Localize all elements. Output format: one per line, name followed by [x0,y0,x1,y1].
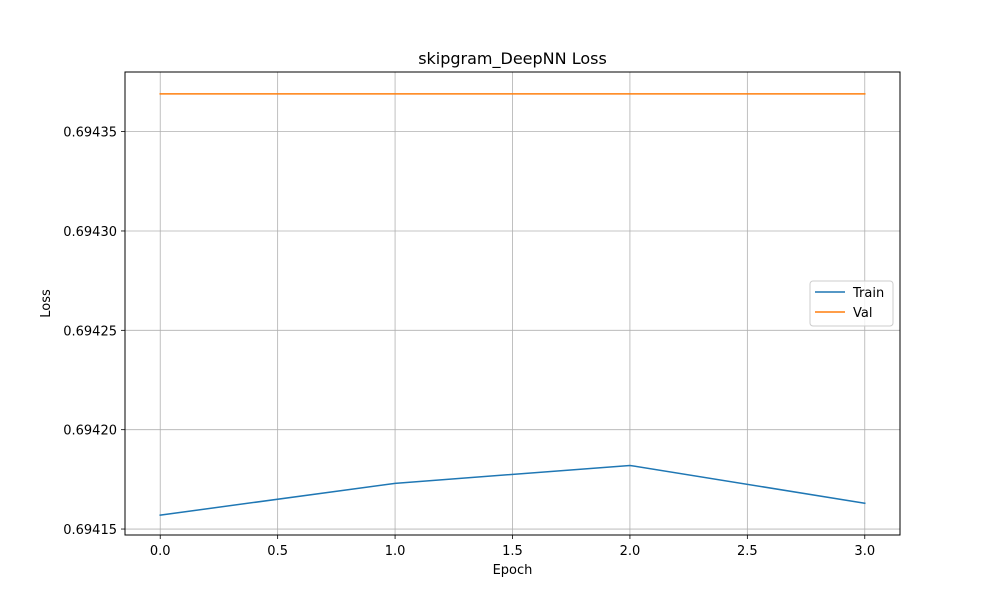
legend-label-train: Train [852,286,884,301]
x-tick-label-6: 3.0 [854,544,875,559]
y-tick-label-4: 0.69435 [63,126,117,141]
x-tick-label-0: 0.0 [150,544,171,559]
legend-label-val: Val [853,306,872,321]
y-tick-label-1: 0.69420 [63,424,117,439]
x-tick-label-1: 0.5 [267,544,288,559]
x-axis-label: Epoch [493,563,533,578]
y-tick-label-2: 0.69425 [63,324,117,339]
y-axis-label: Loss [39,289,54,318]
y-grid [125,131,900,530]
legend: Train Val [809,280,894,327]
x-axis-ticks: 0.0 0.5 1.0 1.5 2.0 2.5 3.0 [150,535,875,559]
series-layer [159,93,866,516]
y-tick-label-3: 0.69430 [63,225,117,240]
y-axis-ticks: 0.69415 0.69420 0.69425 0.69430 0.69435 [63,126,125,538]
y-tick-label-0: 0.69415 [63,523,117,538]
x-tick-label-5: 2.5 [737,544,758,559]
x-tick-label-4: 2.0 [620,544,641,559]
series-line-train [159,464,866,516]
x-tick-label-3: 1.5 [502,544,523,559]
x-tick-label-2: 1.0 [385,544,406,559]
chart-title: skipgram_DeepNN Loss [418,49,607,69]
